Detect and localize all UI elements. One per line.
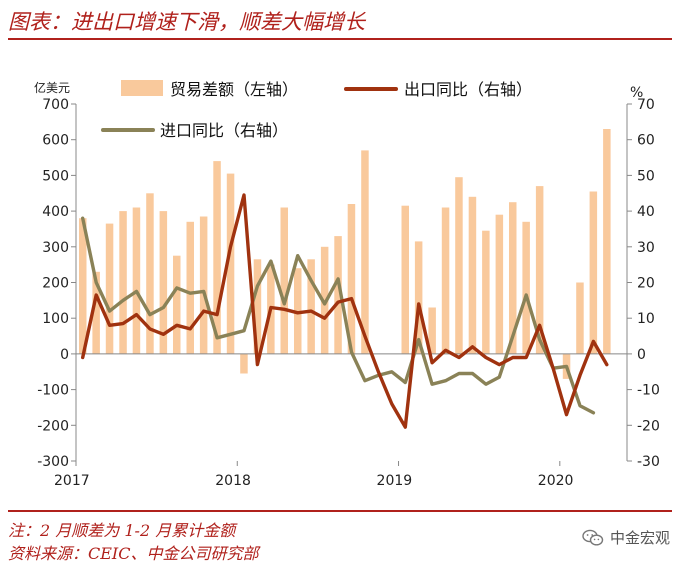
brand-badge: 中金宏观 bbox=[582, 527, 670, 548]
right-tick-label: 60 bbox=[637, 133, 655, 149]
trade-balance-bar bbox=[226, 173, 235, 354]
right-tick-label: 50 bbox=[637, 168, 655, 184]
left-tick-label: 600 bbox=[42, 133, 69, 149]
trade-balance-bar bbox=[79, 218, 87, 354]
trade-balance-bar bbox=[199, 216, 208, 354]
legend-import: 进口同比（右轴） bbox=[160, 121, 288, 140]
trade-balance-bar bbox=[159, 211, 168, 354]
trade-balance-bar bbox=[173, 255, 181, 354]
right-tick-label: 30 bbox=[637, 240, 655, 256]
legend-trade-balance: 贸易差额（左轴） bbox=[170, 80, 298, 99]
left-tick-label: -300 bbox=[37, 454, 69, 470]
trade-balance-bar bbox=[468, 196, 477, 354]
x-tick-label: 2018 bbox=[215, 473, 251, 489]
left-tick-label: -100 bbox=[37, 383, 69, 399]
left-tick-label: 300 bbox=[42, 240, 69, 256]
right-tick-label: 10 bbox=[637, 311, 655, 327]
trade-balance-bar bbox=[186, 221, 194, 354]
footnote: 注：2 月顺差为 1-2 月累计金额 bbox=[8, 521, 236, 540]
trade-balance-bar bbox=[240, 353, 248, 374]
right-tick-label: -20 bbox=[637, 418, 660, 434]
left-axis-unit: 亿美元 bbox=[34, 80, 70, 95]
trade-balance-bar bbox=[294, 268, 302, 354]
trade-balance-bar bbox=[535, 186, 544, 354]
brand-name: 中金宏观 bbox=[609, 529, 670, 547]
trade-balance-bar bbox=[509, 202, 517, 354]
export-yoy-line bbox=[80, 193, 609, 429]
right-tick-label: -10 bbox=[637, 383, 660, 399]
trade-balance-bar bbox=[576, 282, 584, 354]
trade-balance-bar bbox=[428, 307, 436, 354]
trade-balance-bar bbox=[495, 214, 504, 354]
right-tick-label: -30 bbox=[637, 454, 660, 470]
trade-balance-bar bbox=[280, 207, 288, 354]
trade-balance-bar bbox=[92, 271, 100, 354]
trade-balance-bar bbox=[361, 150, 369, 354]
left-tick-label: 0 bbox=[60, 347, 69, 363]
trade-balance-bar bbox=[105, 223, 114, 354]
right-tick-label: 40 bbox=[637, 204, 655, 220]
trade-balance-bar bbox=[307, 259, 315, 354]
chart-title: 图表：进出口增速下滑，顺差大幅增长 bbox=[8, 10, 365, 34]
trade-balance-bar bbox=[414, 241, 423, 354]
trade-balance-bar bbox=[334, 236, 342, 354]
x-tick-label: 2020 bbox=[538, 473, 574, 489]
trade-balance-bar bbox=[253, 259, 262, 354]
trade-balance-bar bbox=[455, 177, 463, 354]
legend-bar-swatch bbox=[121, 80, 163, 96]
trade-balance-bar bbox=[213, 161, 221, 354]
trade-balance-bar bbox=[441, 207, 450, 354]
footer-rule bbox=[8, 510, 672, 512]
trade-balance-bar bbox=[146, 193, 154, 354]
trade-balance-bar bbox=[119, 211, 127, 354]
trade-balance-bar bbox=[482, 230, 490, 354]
trade-balance-bar bbox=[132, 207, 141, 354]
left-tick-label: 500 bbox=[42, 168, 69, 184]
trade-balance-bar bbox=[522, 221, 530, 354]
wechat-icon bbox=[582, 529, 604, 546]
import-yoy-line bbox=[80, 216, 596, 415]
trade-balance-bar bbox=[603, 129, 611, 354]
trade-balance-bar bbox=[347, 204, 356, 354]
left-tick-label: 700 bbox=[42, 97, 69, 113]
source-note: 资料来源：CEIC、中金公司研究部 bbox=[8, 544, 259, 563]
left-tick-label: 400 bbox=[42, 204, 69, 220]
legend-export: 出口同比（右轴） bbox=[404, 80, 532, 99]
left-tick-label: -200 bbox=[37, 418, 69, 434]
right-axis-unit: % bbox=[630, 85, 643, 101]
left-tick-label: 200 bbox=[42, 276, 69, 292]
title-rule bbox=[8, 38, 672, 40]
right-tick-label: 70 bbox=[637, 97, 655, 113]
trade-balance-bar bbox=[589, 191, 598, 354]
right-tick-label: 20 bbox=[637, 276, 655, 292]
left-tick-label: 100 bbox=[42, 311, 69, 327]
right-tick-label: 0 bbox=[637, 347, 646, 363]
trade-balance-bar bbox=[401, 205, 409, 354]
x-tick-label: 2017 bbox=[54, 473, 90, 489]
x-tick-label: 2019 bbox=[377, 473, 413, 489]
